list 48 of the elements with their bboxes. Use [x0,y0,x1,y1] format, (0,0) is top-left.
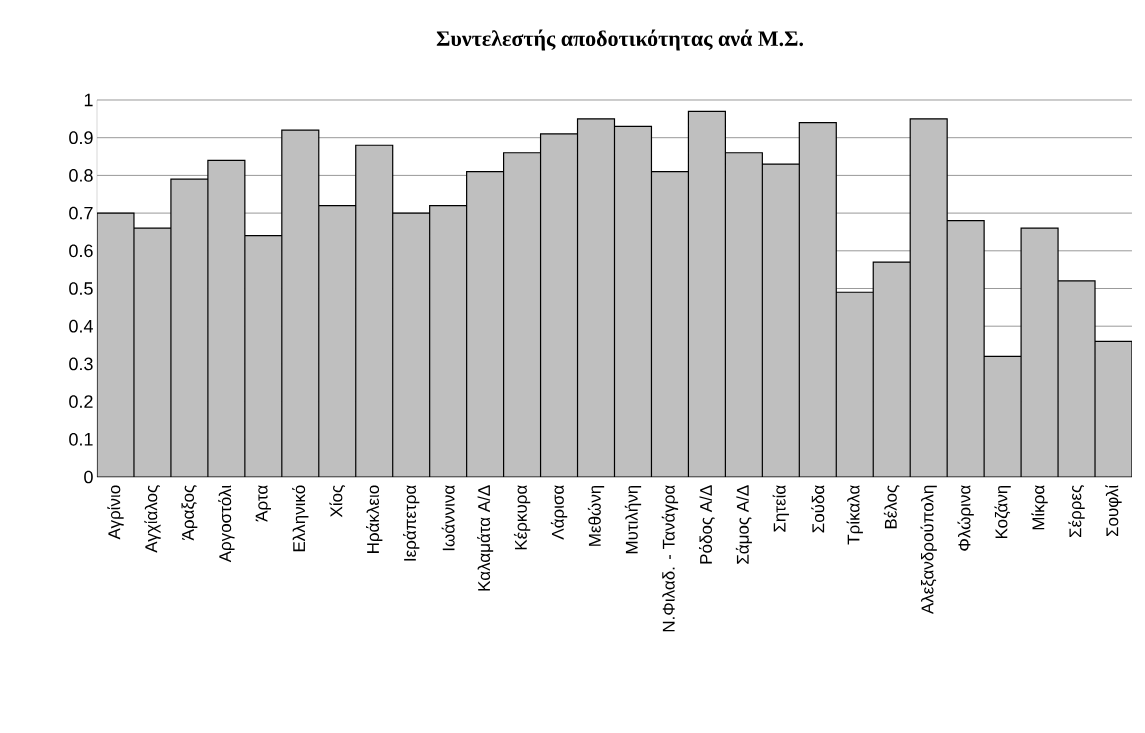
y-tick-label: 0.3 [69,357,93,371]
y-tick-label: 0 [84,470,93,484]
x-tick-label: Ιωάννινα [441,485,455,551]
bar [1020,227,1059,477]
y-tick-label: 0.1 [69,432,93,446]
x-tick-label: Αργοστόλι [218,485,235,563]
x-tick-label: Ν.Φιλαδ. - Τανάγρα [661,485,679,632]
x-tick-label: Κοζάνη [994,485,1011,539]
y-tick-label: 0.9 [69,131,93,145]
x-tick-label: Αγρίνιο [107,485,124,540]
x-tick-label: Ελληνικό [292,485,309,552]
x-tick-label: Σούδα [811,485,825,533]
y-tick-label: 0.7 [69,206,93,220]
x-tick-label: Σέρρες [1068,485,1085,538]
bar [133,227,172,477]
x-tick-label: Άρτα [255,485,271,522]
y-tick-label: 1 [84,93,93,107]
x-tick-label: Ιεράπετρα [403,485,420,561]
x-tick-label: Λάρισα [550,485,568,540]
x-tick-label: Άραξος [181,485,198,541]
x-tick-label: Αλεξανδρούπολη [920,485,937,615]
y-tick-label: 0.4 [69,319,93,333]
x-tick-label: Κέρκυρα [513,485,531,550]
x-tick-label: Μεθώνη [587,485,605,546]
x-tick-label: Αγχίαλος [144,485,161,553]
x-tick-label: Τρίκαλα [846,485,863,545]
x-tick-label: Σάμος Α/Δ [735,485,752,564]
y-tick-label: 0.6 [69,244,93,258]
x-tick-label: Βέλος [883,485,900,529]
bar [1057,280,1096,477]
x-tick-label: Μίκρα [1031,485,1048,530]
x-tick-label: Καλαμάτα Α/Δ [477,485,494,591]
y-tick-label: 0.5 [69,282,93,295]
x-tick-label: Χίος [329,485,346,518]
x-tick-label: Ρόδος Α/Δ [699,485,715,564]
x-tick-label: Ηράκλειο [366,485,383,553]
y-tick-label: 0.8 [69,169,93,182]
x-tick-label: Σουφλί [1105,484,1122,537]
bar [170,178,209,477]
y-tick-label: 0.2 [69,395,93,408]
chart-title: Συντελεστής αποδοτικότητας ανά Μ.Σ. [436,29,804,51]
bar [207,159,246,477]
x-tick-label: Φλώρινα [957,485,974,551]
x-tick-label: Μυτιλήνη [624,485,642,554]
bar [983,355,1022,477]
bar [1094,340,1132,477]
bar [97,212,135,477]
x-tick-label: Σητεία [772,485,789,532]
